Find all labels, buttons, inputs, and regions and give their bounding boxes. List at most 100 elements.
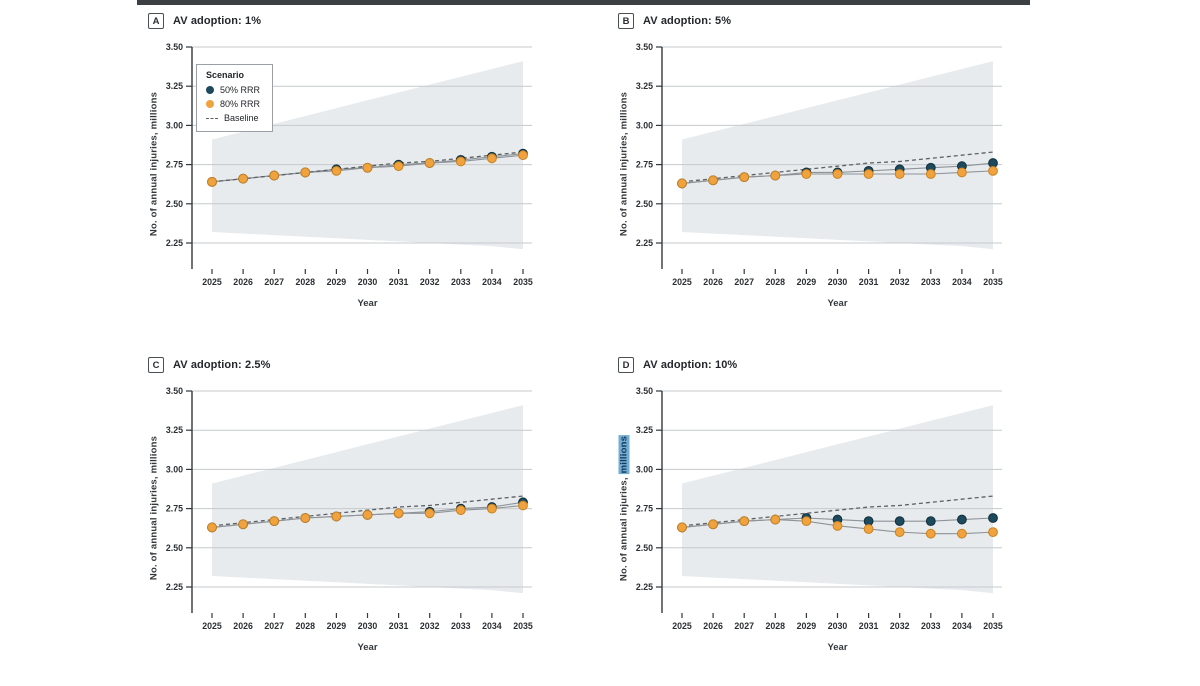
panel-d-header: D AV adoption: 10% (618, 356, 1080, 374)
x-tick-label: 2033 (921, 621, 941, 631)
panel-letter-badge: D (618, 357, 634, 373)
x-tick-label: 2029 (327, 621, 347, 631)
panel-d: D AV adoption: 10% 3.50 3.25 3.00 2.75 2.50 2… (610, 356, 1080, 686)
panel-title: AV adoption: 10% (643, 359, 738, 371)
y-tick-label: 2.25 (636, 582, 653, 592)
x-tick-label: 2031 (859, 277, 879, 287)
data-point (957, 528, 967, 539)
x-tick-label: 2027 (734, 277, 754, 287)
data-point (988, 527, 998, 538)
data-point (801, 169, 812, 179)
x-tick-label: 2032 (890, 277, 910, 287)
data-point (362, 162, 373, 173)
data-point (739, 516, 750, 527)
x-tick-label: 2028 (766, 277, 786, 287)
x-tick-label: 2027 (264, 621, 284, 631)
y-tick-label: 3.50 (166, 386, 183, 396)
x-tick-label: 2032 (890, 621, 910, 631)
y-tick-label: 2.75 (166, 160, 183, 170)
data-point (238, 519, 248, 530)
x-tick-label: 2035 (513, 621, 533, 631)
y-tick-label: 3.25 (636, 81, 653, 91)
data-point (518, 150, 528, 161)
y-tick-label: 3.00 (636, 464, 653, 474)
data-point (863, 169, 874, 179)
x-tick-label: 2033 (451, 621, 471, 631)
uncertainty-band (212, 61, 523, 250)
x-tick-label: 2030 (358, 621, 378, 631)
x-tick-label: 2035 (513, 277, 533, 287)
x-tick-label: 2025 (202, 621, 222, 631)
y-axis-label: No. of annual injuries, millions (148, 435, 160, 581)
data-point (988, 165, 998, 176)
y-tick-label: 3.25 (636, 425, 653, 435)
legend-title: Scenario (206, 70, 245, 80)
x-tick-label: 2026 (233, 621, 253, 631)
panel-c-header: C AV adoption: 2.5% (148, 356, 610, 374)
x-tick-label: 2031 (389, 277, 409, 287)
chart-canvas: 3.50 3.25 3.00 2.75 2.50 2.25 2025 2026 2027 2028… (636, 42, 1003, 309)
chart-canvas: 3.50 3.25 3.00 2.75 2.50 2.25 2025 2026 2027 2028… (166, 386, 533, 653)
panel-title: AV adoption: 5% (643, 15, 732, 27)
data-point (863, 524, 874, 534)
navy-dot-icon (206, 86, 214, 94)
data-point (424, 158, 435, 168)
x-tick-label: 2035 (983, 277, 1003, 287)
legend-item-label: Baseline (224, 113, 259, 123)
chart-canvas: 3.50 3.25 3.00 2.75 2.50 2.25 2025 2026 2027 2028… (166, 42, 533, 309)
x-tick-label: 2025 (672, 621, 692, 631)
x-tick-label: 2030 (358, 277, 378, 287)
data-point (362, 509, 373, 520)
y-tick-label: 2.50 (636, 199, 653, 209)
data-point (424, 508, 435, 519)
x-tick-label: 2035 (983, 621, 1003, 631)
y-axis-label: No. of annual injuries, millions (148, 91, 160, 237)
data-point (207, 176, 217, 187)
x-tick-label: 2026 (703, 277, 723, 287)
y-tick-label: 3.25 (166, 81, 183, 91)
x-tick-label: 2028 (766, 621, 786, 631)
y-tick-label: 3.25 (166, 425, 183, 435)
x-tick-label: 2030 (828, 621, 848, 631)
x-tick-label: 2032 (420, 277, 440, 287)
data-point (894, 516, 905, 527)
panel-title: AV adoption: 2.5% (173, 359, 271, 371)
figure-top-rule (137, 0, 1030, 5)
x-tick-label: 2034 (952, 621, 972, 631)
data-point (677, 522, 687, 533)
data-point (455, 156, 466, 167)
data-point (708, 175, 718, 186)
data-point (238, 173, 248, 184)
panel-c: C AV adoption: 2.5% 3.50 3.25 3.00 2.75 2.50… (140, 356, 610, 686)
y-tick-label: 2.75 (166, 504, 183, 514)
data-point (487, 503, 497, 514)
y-tick-label: 2.50 (166, 199, 183, 209)
data-point (300, 513, 311, 523)
data-point (832, 169, 843, 179)
baseline-line (681, 151, 994, 183)
y-tick-label: 2.50 (636, 543, 653, 553)
y-tick-label: 2.75 (636, 160, 653, 170)
x-tick-label: 2026 (233, 277, 253, 287)
y-tick-label: 3.50 (166, 42, 183, 52)
data-point (269, 516, 280, 527)
uncertainty-band (682, 61, 993, 250)
data-point (894, 527, 905, 538)
data-point (393, 161, 404, 172)
data-point (801, 516, 812, 527)
data-point (739, 172, 750, 183)
legend-item-baseline: Baseline (206, 111, 260, 125)
data-point (894, 169, 905, 179)
y-tick-label: 2.25 (166, 582, 183, 592)
uncertainty-band (682, 405, 993, 594)
data-point (331, 511, 342, 522)
panel-letter-badge: C (148, 357, 164, 373)
x-tick-label: 2031 (389, 621, 409, 631)
y-tick-label: 3.50 (636, 386, 653, 396)
orange-dot-icon (206, 100, 214, 108)
x-axis-label: Year (357, 642, 377, 653)
y-tick-label: 3.50 (636, 42, 653, 52)
data-point (925, 528, 936, 539)
baseline-line (681, 495, 994, 527)
data-point (207, 522, 217, 533)
